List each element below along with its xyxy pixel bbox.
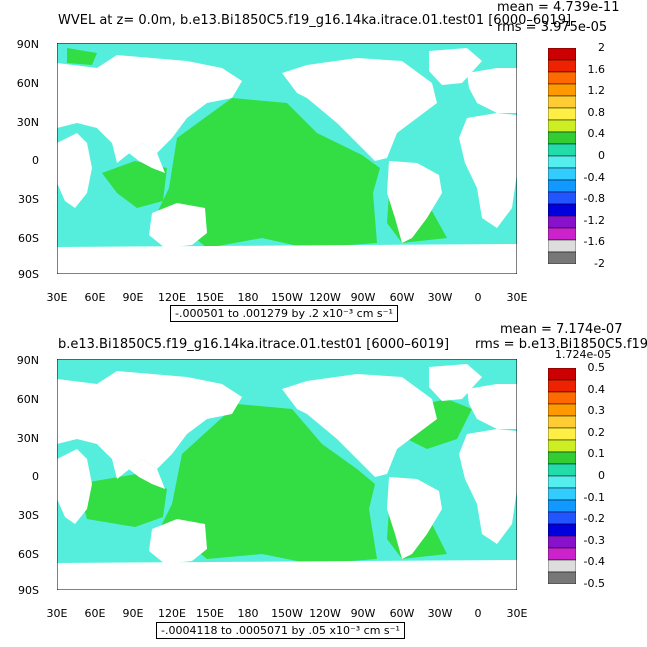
panel1-lon-30w: 30W [427,291,453,304]
colorbar-label: 0.3 [587,404,606,418]
panel1-lat-30s: 30S [18,193,39,206]
panel1-lon-60e: 60E [84,291,106,304]
colorbar-label: -0.4 [583,555,605,569]
colorbar-label: -0.3 [583,533,605,547]
colorbar-label: 0.4 [587,127,606,141]
panel1-lat-60n: 60N [16,77,39,90]
panel2-rms: rms = b.e13.Bi1850C5.f19 [475,337,647,352]
panel1-range-box: -.000501 to .001279 by .2 x10⁻³ cm s⁻¹ [170,305,398,322]
panel1-title: WVEL at z= 0.0m, b.e13.Bi1850C5.f19_g16.… [58,13,572,28]
panel2-land [57,364,517,590]
colorbar-label: 0.5 [587,361,606,374]
panel1-colorbar-swatches [548,48,576,264]
panel2-lat-0: 0 [32,470,39,483]
panel2-lon-30w: 30W [427,607,453,620]
panel1-lon-120e: 120E [158,291,186,304]
panel1-rms: rms = 3.975e-05 [497,20,608,35]
panel1-lat-0: 0 [32,154,39,167]
panel2-lon-90e: 90E [122,607,144,620]
panel2-map [57,359,517,590]
panel2-colorbar [548,368,576,584]
colorbar-label: 0 [598,469,605,482]
panel1-lat-30n: 30N [16,116,39,129]
colorbar-label: 0.8 [587,105,606,119]
colorbar-label: 1.6 [587,62,606,76]
colorbar-label: -0.4 [583,170,605,184]
panel2-lon-60w: 60W [389,607,415,620]
panel2-title: b.e13.Bi1850C5.f19_g16.14ka.itrace.01.te… [58,337,450,352]
panel2-lon-0: 0 [474,607,482,620]
colorbar-swatch [548,251,576,264]
panel1-lat-60s: 60S [18,232,39,245]
colorbar-label: 2 [598,41,605,54]
panel1-mean: mean = 4.739e-11 [497,0,620,15]
panel2-lat-60n: 60N [16,393,39,406]
colorbar-label: 0.4 [587,382,606,396]
panel1-lon-60w: 60W [389,291,415,304]
panel2-range-box: -.0004118 to .0005071 by .05 x10⁻³ cm s⁻… [156,622,405,639]
panel2-lat-30n: 30N [16,432,39,445]
panel1-lat-90n: 90N [16,38,39,51]
panel1-lon-90w: 90W [350,291,376,304]
panel1-lon-150e: 150E [196,291,224,304]
panel2-lon-60e: 60E [84,607,106,620]
colorbar-label: -1.2 [583,213,605,227]
colorbar-label: 0.1 [587,447,606,461]
panel2-lon-30e: 30E [46,607,68,620]
colorbar-label: 1.2 [587,84,606,98]
panel2-lat-30s: 30S [18,509,39,522]
colorbar-swatch [548,571,576,584]
panel2-rms-value: 1.724e-05 [555,348,612,361]
panel1-lon-30e-end: 30E [506,291,528,304]
panel2-lon-90w: 90W [350,607,376,620]
panel2-lon-150w: 150W [271,607,303,620]
colorbar-label: -2 [594,257,605,270]
panel1-colorbar [548,48,576,264]
panel1-lon-120w: 120W [309,291,341,304]
panel1-lon-90e: 90E [122,291,144,304]
panel1-lon-180: 180 [237,291,259,304]
colorbar-label: -0.2 [583,512,605,526]
panel2-lon-120e: 120E [158,607,186,620]
panel2-lon-180: 180 [237,607,259,620]
colorbar-label: 0 [598,149,605,162]
panel2-lat-60s: 60S [18,548,39,561]
panel1-map [57,43,517,274]
panel2-lon-30e-end: 30E [506,607,528,620]
colorbar-label: -0.8 [583,192,605,206]
panel2-lon-120w: 120W [309,607,341,620]
panel1-lon-30e: 30E [46,291,68,304]
panel2-lat-90n: 90N [16,354,39,367]
panel1-lon-150w: 150W [271,291,303,304]
panel1-land [57,48,517,274]
panel2-lat-90s: 90S [18,584,39,597]
panel1-lon-0: 0 [474,291,482,304]
panel2-lon-150e: 150E [196,607,224,620]
panel2-colorbar-swatches [548,368,576,584]
colorbar-label: 0.2 [587,425,606,439]
colorbar-label: -1.6 [583,235,605,249]
panel1-lat-90s: 90S [18,268,39,281]
colorbar-label: -0.5 [583,577,605,590]
colorbar-label: -0.1 [583,490,605,504]
panel2-mean: mean = 7.174e-07 [500,322,623,337]
